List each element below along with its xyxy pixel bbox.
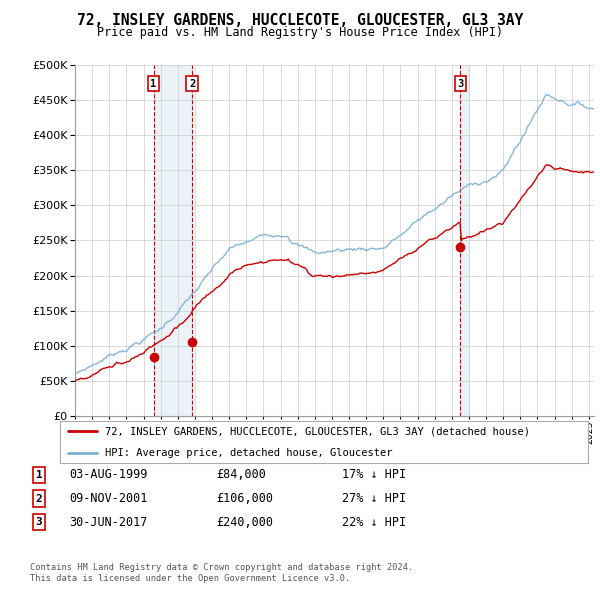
Text: 72, INSLEY GARDENS, HUCCLECOTE, GLOUCESTER, GL3 3AY (detached house): 72, INSLEY GARDENS, HUCCLECOTE, GLOUCEST… <box>105 427 530 436</box>
Text: This data is licensed under the Open Government Licence v3.0.: This data is licensed under the Open Gov… <box>30 574 350 583</box>
Text: 09-NOV-2001: 09-NOV-2001 <box>69 492 148 505</box>
Text: 22% ↓ HPI: 22% ↓ HPI <box>342 516 406 529</box>
Text: 1: 1 <box>35 470 43 480</box>
Text: 2: 2 <box>35 494 43 503</box>
Text: Contains HM Land Registry data © Crown copyright and database right 2024.: Contains HM Land Registry data © Crown c… <box>30 563 413 572</box>
Bar <box>154 65 192 416</box>
Text: HPI: Average price, detached house, Gloucester: HPI: Average price, detached house, Glou… <box>105 448 392 457</box>
Text: 3: 3 <box>35 517 43 527</box>
Text: £84,000: £84,000 <box>216 468 266 481</box>
Text: 1: 1 <box>151 79 157 89</box>
Text: £106,000: £106,000 <box>216 492 273 505</box>
Text: 17% ↓ HPI: 17% ↓ HPI <box>342 468 406 481</box>
Text: 30-JUN-2017: 30-JUN-2017 <box>69 516 148 529</box>
Text: 03-AUG-1999: 03-AUG-1999 <box>69 468 148 481</box>
Text: 2: 2 <box>189 79 195 89</box>
Text: 27% ↓ HPI: 27% ↓ HPI <box>342 492 406 505</box>
Text: 3: 3 <box>457 79 464 89</box>
Text: £240,000: £240,000 <box>216 516 273 529</box>
Bar <box>460 65 469 416</box>
Text: 72, INSLEY GARDENS, HUCCLECOTE, GLOUCESTER, GL3 3AY: 72, INSLEY GARDENS, HUCCLECOTE, GLOUCEST… <box>77 13 523 28</box>
Text: Price paid vs. HM Land Registry's House Price Index (HPI): Price paid vs. HM Land Registry's House … <box>97 26 503 39</box>
